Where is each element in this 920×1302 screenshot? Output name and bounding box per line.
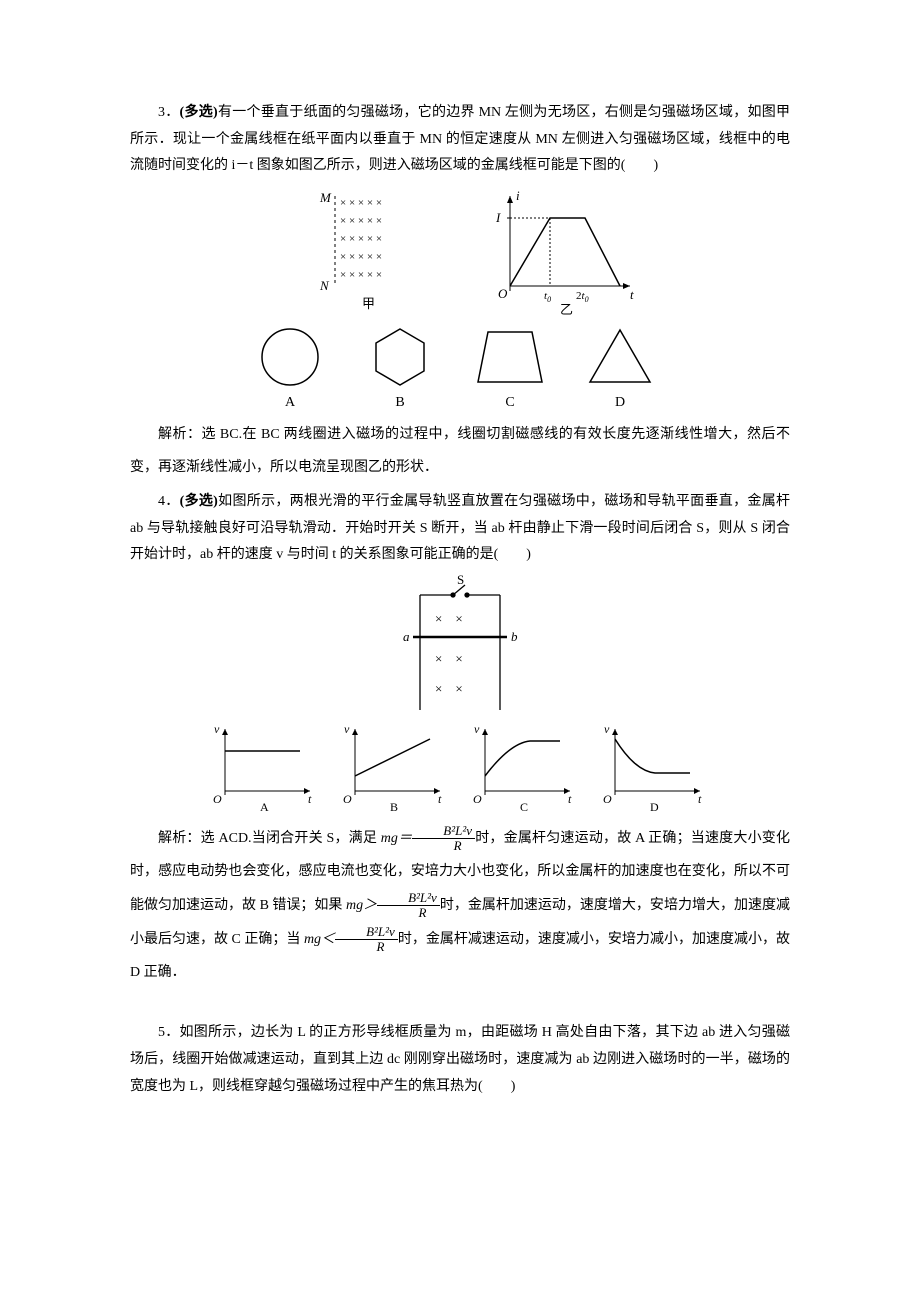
- q4-opt-A: A: [260, 800, 269, 814]
- axis-O: O: [498, 286, 508, 301]
- svg-text:2t0: 2t0: [576, 290, 589, 304]
- label-b: b: [511, 629, 518, 644]
- label-jia: 甲: [362, 296, 375, 311]
- svg-text:O: O: [473, 792, 482, 806]
- q3-tag: (多选): [180, 105, 218, 120]
- q3-options-figure: A B C D: [230, 322, 690, 412]
- svg-text:× × × × ×: × × × × ×: [340, 251, 382, 263]
- mg-eq: mg＝: [381, 831, 413, 846]
- frac-1: B²L²vR: [412, 824, 475, 854]
- label-yi: 乙: [560, 302, 573, 316]
- svg-text:O: O: [343, 792, 352, 806]
- q4-graphs: v O t A v O t B v O t C: [200, 721, 720, 816]
- q4-stem: 4．(多选)如图所示，两根光滑的平行金属导轨竖直放置在匀强磁场中，磁场和导轨平面…: [130, 489, 790, 569]
- q4-circuit: S a b × × × × × ×: [375, 575, 545, 715]
- q5-stem: 5．如图所示，边长为 L 的正方形导线框质量为 m，由距磁场 H 高处自由下落，…: [130, 1020, 790, 1100]
- q3-solution: 解析：选 BC.在 BC 两线圈进入磁场的过程中，线圈切割磁感线的有效长度先逐渐…: [130, 418, 790, 485]
- svg-text:v: v: [214, 722, 220, 736]
- svg-text:t: t: [438, 792, 442, 806]
- q3-stem-text: 有一个垂直于纸面的匀强磁场，它的边界 MN 左侧为无场区，右侧是匀强磁场区域，如…: [130, 105, 790, 173]
- axis-t: t: [630, 287, 634, 302]
- svg-text:t: t: [308, 792, 312, 806]
- q4-opt-D: D: [650, 800, 659, 814]
- q3-opt-C: C: [505, 395, 514, 410]
- label-M: M: [319, 190, 332, 205]
- svg-text:× × × × ×: × × × × ×: [340, 269, 382, 281]
- svg-text:t: t: [698, 792, 702, 806]
- svg-text:O: O: [213, 792, 222, 806]
- svg-text:× ×: × ×: [435, 651, 463, 666]
- svg-text:v: v: [474, 722, 480, 736]
- svg-text:× ×: × ×: [435, 681, 463, 696]
- label-S: S: [457, 575, 464, 587]
- q5-stem-text: 如图所示，边长为 L 的正方形导线框质量为 m，由距磁场 H 高处自由下落，其下…: [130, 1025, 790, 1093]
- q4-sol-prefix: 解析：选 ACD.当闭合开关 S，满足: [158, 831, 381, 846]
- q3-stem: 3．(多选)有一个垂直于纸面的匀强磁场，它的边界 MN 左侧为无场区，右侧是匀强…: [130, 100, 790, 180]
- q3-opt-B: B: [395, 395, 404, 410]
- frac-3: B²L²vR: [335, 925, 398, 955]
- mg-gt: mg＞: [346, 898, 377, 913]
- q4-opt-B: B: [390, 800, 398, 814]
- svg-text:O: O: [603, 792, 612, 806]
- mg-lt: mg＜: [304, 932, 335, 947]
- q4-tag: (多选): [180, 494, 218, 509]
- q4-opt-C: C: [520, 800, 528, 814]
- q3-opt-D: D: [615, 395, 625, 410]
- svg-text:v: v: [604, 722, 610, 736]
- q4-stem-text: 如图所示，两根光滑的平行金属导轨竖直放置在匀强磁场中，磁场和导轨平面垂直，金属杆…: [130, 494, 790, 562]
- label-a: a: [403, 629, 410, 644]
- svg-text:× ×: × ×: [435, 611, 463, 626]
- svg-text:t0: t0: [544, 290, 551, 304]
- q3-number: 3．: [158, 105, 180, 120]
- frac-2: B²L²vR: [377, 891, 440, 921]
- svg-text:× × × × ×: × × × × ×: [340, 197, 382, 209]
- svg-text:× × × × ×: × × × × ×: [340, 215, 382, 227]
- q3-figure-top: M N × × × × × × × × × × × × × × × × × × …: [260, 186, 660, 316]
- q5-number: 5．: [158, 1025, 180, 1040]
- axis-i: i: [516, 188, 520, 203]
- axis-I: I: [495, 210, 501, 225]
- svg-text:× × × × ×: × × × × ×: [340, 233, 382, 245]
- label-N: N: [319, 278, 330, 293]
- q4-solution: 解析：选 ACD.当闭合开关 S，满足 mg＝B²L²vR时，金属杆匀速运动，故…: [130, 822, 790, 990]
- q4-number: 4．: [158, 494, 180, 509]
- svg-text:v: v: [344, 722, 350, 736]
- svg-text:t: t: [568, 792, 572, 806]
- q3-opt-A: A: [285, 395, 296, 410]
